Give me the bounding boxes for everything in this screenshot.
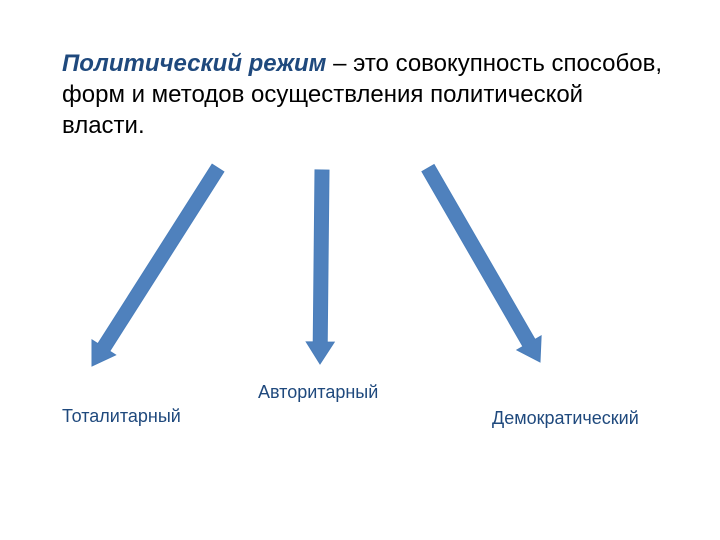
- label-authoritarian: Авторитарный: [258, 382, 388, 404]
- definition-term: Политический режим: [62, 50, 326, 77]
- definition-text: Политический режим – это совокупность сп…: [62, 48, 662, 142]
- label-totalitarian: Тоталитарный: [62, 406, 182, 428]
- arrow-1: [80, 160, 230, 373]
- arrow-3: [416, 161, 552, 369]
- definition-separator: –: [326, 50, 353, 77]
- arrow-2: [306, 170, 336, 364]
- label-democratic: Демократический: [492, 408, 662, 430]
